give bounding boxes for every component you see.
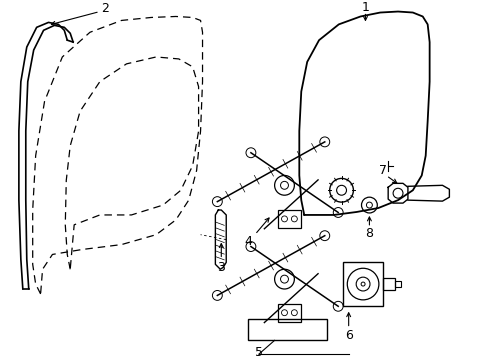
Text: 5: 5 bbox=[254, 346, 262, 359]
Text: 6: 6 bbox=[344, 329, 352, 342]
Bar bbox=[343, 262, 382, 306]
Text: 7: 7 bbox=[379, 164, 386, 177]
Bar bbox=[394, 281, 400, 287]
Text: 1: 1 bbox=[361, 1, 368, 14]
Text: 4: 4 bbox=[244, 235, 251, 248]
Text: 8: 8 bbox=[365, 227, 373, 240]
Bar bbox=[277, 210, 301, 228]
Bar bbox=[277, 304, 301, 321]
Bar bbox=[247, 319, 326, 340]
Bar bbox=[382, 278, 394, 290]
Text: 2: 2 bbox=[101, 2, 108, 15]
Text: 3: 3 bbox=[217, 261, 225, 274]
